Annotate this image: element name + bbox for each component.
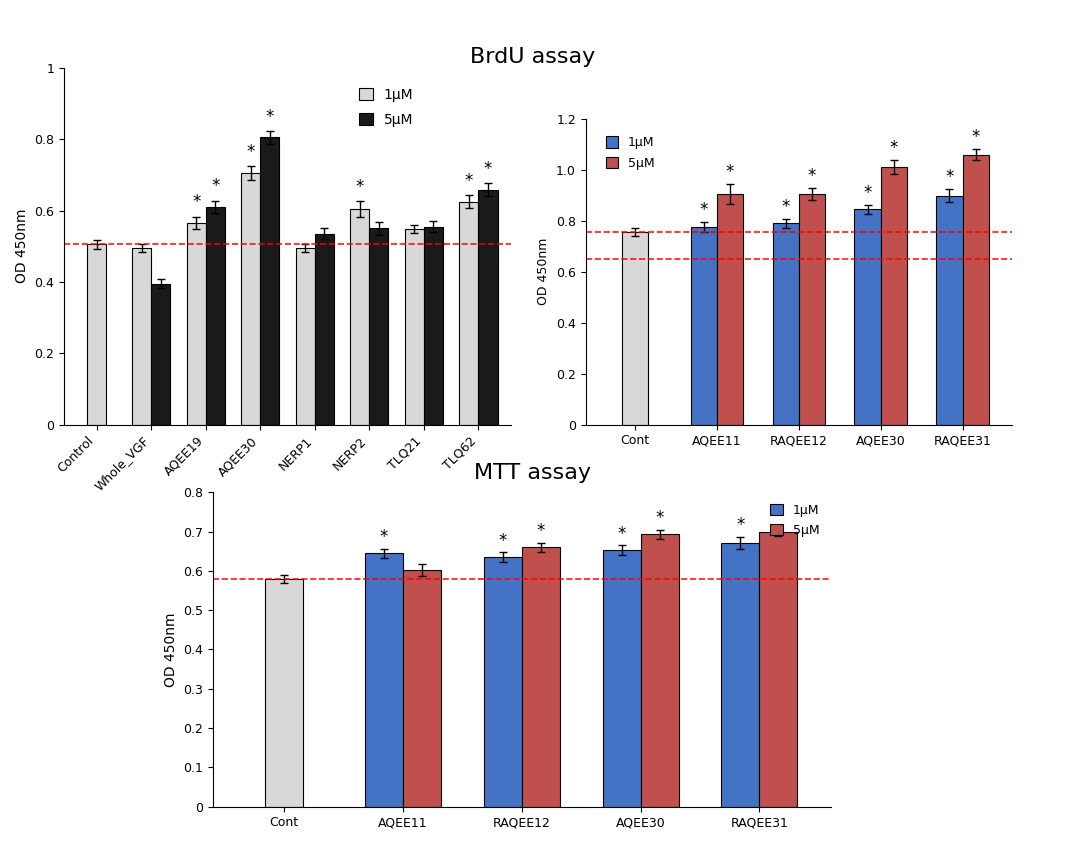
Text: *: * — [700, 201, 708, 219]
Bar — [963, 155, 988, 424]
Text: *: * — [889, 139, 898, 157]
Text: *: * — [725, 163, 734, 181]
Bar — [350, 209, 370, 424]
Y-axis label: OD 450nm: OD 450nm — [538, 238, 551, 306]
Bar — [365, 554, 403, 807]
Text: BrdU assay: BrdU assay — [470, 47, 595, 67]
Bar — [484, 557, 522, 807]
Legend: 1μM, 5μM: 1μM, 5μM — [766, 498, 824, 543]
Bar — [87, 245, 106, 424]
Legend: 1μM, 5μM: 1μM, 5μM — [354, 82, 419, 132]
Text: *: * — [356, 177, 364, 195]
Bar — [881, 167, 907, 424]
Legend: 1μM, 5μM: 1μM, 5μM — [601, 132, 659, 175]
Bar — [854, 210, 881, 424]
Bar — [315, 233, 334, 424]
Text: *: * — [782, 198, 790, 216]
Bar — [296, 248, 315, 424]
Bar — [405, 229, 424, 424]
Bar — [772, 223, 799, 424]
Bar — [260, 138, 279, 424]
Bar — [622, 233, 648, 424]
Bar — [186, 223, 206, 424]
Text: MTT assay: MTT assay — [474, 463, 591, 483]
Bar — [151, 284, 170, 424]
Bar — [424, 227, 443, 424]
Text: *: * — [484, 160, 492, 178]
Text: *: * — [464, 171, 473, 190]
Bar — [690, 228, 717, 424]
Bar — [459, 202, 478, 424]
Bar — [478, 190, 497, 424]
Bar — [241, 173, 260, 424]
Text: *: * — [736, 516, 744, 534]
Text: *: * — [192, 194, 200, 211]
Text: *: * — [864, 183, 872, 202]
Bar — [370, 228, 389, 424]
Text: *: * — [946, 168, 953, 187]
Text: *: * — [807, 167, 816, 185]
Text: *: * — [655, 509, 663, 527]
Bar — [721, 543, 759, 807]
Bar — [603, 550, 641, 807]
Y-axis label: OD 450nm: OD 450nm — [15, 209, 29, 284]
Text: *: * — [265, 108, 274, 126]
Text: *: * — [246, 143, 255, 160]
Bar — [522, 548, 560, 807]
Bar — [799, 194, 825, 424]
Bar — [403, 571, 441, 807]
Y-axis label: OD 450nm: OD 450nm — [164, 612, 178, 687]
Bar — [936, 196, 963, 424]
Bar — [206, 207, 225, 424]
Text: *: * — [211, 177, 219, 195]
Bar — [265, 579, 304, 807]
Bar — [132, 248, 151, 424]
Text: *: * — [380, 528, 389, 546]
Bar — [717, 194, 743, 424]
Text: *: * — [537, 522, 545, 540]
Bar — [641, 534, 678, 807]
Text: *: * — [618, 525, 626, 543]
Bar — [759, 531, 798, 807]
Text: *: * — [774, 507, 783, 525]
Text: *: * — [971, 128, 980, 146]
Text: *: * — [498, 532, 507, 550]
